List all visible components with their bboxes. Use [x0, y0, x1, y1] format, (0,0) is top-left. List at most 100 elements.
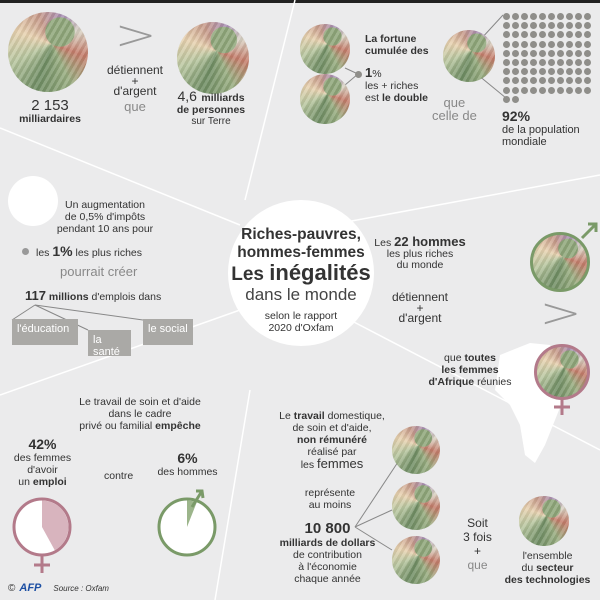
text: celle de	[432, 108, 477, 123]
population-dot	[566, 49, 573, 57]
population-dot	[584, 77, 591, 85]
population-dot	[575, 59, 582, 66]
text: 3 fois	[463, 530, 492, 544]
pie-icon	[8, 176, 58, 226]
population-dot	[512, 59, 519, 66]
population-dot	[566, 40, 573, 48]
stat-label: milliardaires	[19, 113, 81, 125]
title-line: Les	[231, 264, 270, 285]
represents-text: représente au moins	[295, 487, 365, 511]
population-dot	[566, 22, 573, 30]
population-dot	[503, 22, 510, 30]
text: de personnes	[176, 104, 246, 116]
text: que	[467, 558, 488, 572]
population-dot	[566, 86, 573, 94]
population-dot	[539, 68, 546, 76]
money-image	[300, 24, 350, 74]
text: que	[443, 95, 466, 110]
text: à l'économie	[298, 561, 357, 573]
population-stat: 4,6 milliards de personnes sur Terre	[165, 88, 257, 128]
top-bar	[0, 0, 600, 3]
population-dot	[557, 13, 564, 20]
text: milliards de dollars	[279, 537, 376, 549]
population-dot	[503, 68, 510, 76]
jobs-text: 117 millions d'emplois dans	[25, 288, 161, 303]
population-dot	[539, 40, 546, 48]
connector-dot	[355, 71, 362, 78]
population-dot	[539, 49, 546, 57]
population-dot	[503, 40, 510, 48]
population-dot	[521, 40, 528, 48]
copyright: ©	[8, 582, 16, 594]
text: réalisé par	[307, 446, 357, 458]
population-dot	[575, 77, 582, 85]
population-dot	[521, 13, 528, 20]
money-image	[392, 426, 440, 474]
text: des femmes	[13, 452, 72, 464]
greater-than-icon: >	[114, 10, 157, 59]
population-dot	[539, 86, 546, 94]
text: d'argent	[398, 311, 442, 325]
population-dot	[566, 59, 573, 66]
text: les femmes	[441, 364, 499, 376]
men-care-stat: 6% des hommes	[150, 450, 225, 478]
population-dot	[548, 59, 555, 66]
text: toutes	[464, 352, 496, 364]
text: pendant 10 ans pour	[56, 223, 154, 235]
fortune-text: La fortune cumulée des 1% les + riches e…	[365, 33, 429, 104]
text: Le travail de soin et d'aide	[79, 396, 201, 408]
population-dot	[503, 95, 510, 103]
text: les plus riches	[72, 247, 143, 259]
population-dot	[530, 68, 537, 76]
population-dot	[530, 13, 537, 20]
population-dot	[548, 22, 555, 30]
text: d'Afrique	[428, 376, 475, 388]
sector-health: la santé	[88, 330, 131, 358]
title-line: hommes-femmes	[237, 244, 365, 261]
text: sur Terre	[191, 116, 231, 127]
population-dot	[530, 86, 537, 94]
population-dot	[584, 31, 591, 39]
population-dot	[539, 22, 546, 30]
text: femmes	[317, 456, 364, 471]
stat-value: 92%	[502, 108, 531, 124]
title-line: dans le monde	[245, 285, 357, 304]
text: du	[521, 562, 537, 574]
billionaires-stat: 2 153 milliardaires	[5, 98, 95, 125]
population-dot	[503, 49, 510, 57]
holds-more-text: détiennent + d'argent que	[95, 64, 175, 114]
text: travail	[293, 410, 325, 422]
population-dot	[539, 13, 546, 20]
stat-value: 4,6	[177, 88, 197, 104]
text: réunies	[474, 376, 512, 388]
tax-text: Un augmentation de 0,5% d'impôts pendant…	[50, 199, 160, 235]
text: les	[300, 459, 318, 471]
population-dot	[512, 49, 519, 57]
bullet-dot	[22, 248, 29, 255]
population-dot	[584, 86, 591, 94]
men-pie-slice	[187, 500, 197, 527]
money-image	[8, 12, 88, 92]
money-image	[392, 536, 440, 584]
text: le double	[381, 92, 429, 104]
female-cross-icon	[554, 398, 570, 415]
text: du monde	[396, 259, 444, 271]
men-text: Les 22 hommes les plus riches du monde	[370, 234, 470, 271]
population-dot	[521, 59, 528, 66]
population-dot	[530, 59, 537, 66]
money-image	[519, 496, 569, 546]
stat-value: 42%	[28, 436, 57, 452]
text: 22 hommes	[394, 234, 466, 249]
text: des hommes	[157, 466, 218, 478]
stat-value: 2 153	[31, 97, 69, 114]
population-dot	[512, 86, 519, 94]
population-dot	[557, 40, 564, 48]
text: un	[18, 476, 33, 488]
population-dot	[530, 22, 537, 30]
population-dot	[557, 22, 564, 30]
gender-money-icons	[554, 222, 598, 415]
population-dot	[584, 13, 591, 20]
population-dot	[548, 31, 555, 39]
male-money-image	[530, 232, 590, 292]
text: Les	[374, 237, 395, 249]
